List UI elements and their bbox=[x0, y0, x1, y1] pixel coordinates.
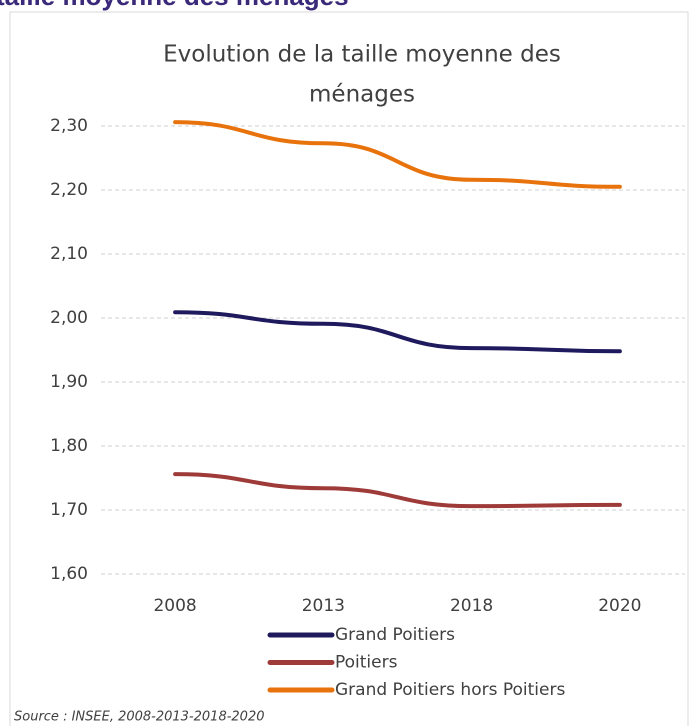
series-line bbox=[173, 120, 622, 189]
chart-title: ménages bbox=[309, 82, 415, 108]
x-tick-label: 2018 bbox=[450, 596, 493, 616]
y-tick-label: 2,30 bbox=[50, 116, 88, 136]
series-line bbox=[173, 310, 622, 354]
legend-label: Grand Poitiers hors Poitiers bbox=[335, 680, 565, 700]
source: Source : INSEE, 2008-2013-2018-2020 bbox=[14, 710, 265, 725]
y-tick-label: 2,20 bbox=[50, 180, 88, 200]
heading: taille moyenne des ménages bbox=[0, 0, 349, 11]
chart-title: Evolution de la taille moyenne des bbox=[163, 42, 561, 68]
y-tick-label: 1,80 bbox=[50, 436, 88, 456]
legend-label: Grand Poitiers bbox=[335, 625, 455, 645]
legend-label: Poitiers bbox=[335, 653, 398, 673]
chart-border bbox=[9, 11, 689, 726]
x-tick-label: 2020 bbox=[598, 596, 641, 616]
series-line bbox=[173, 472, 622, 509]
y-tick-label: 2,10 bbox=[50, 244, 88, 264]
x-tick-label: 2008 bbox=[153, 596, 196, 616]
x-tick-label: 2013 bbox=[302, 596, 345, 616]
y-tick-label: 2,00 bbox=[50, 308, 88, 328]
y-tick-label: 1,90 bbox=[50, 372, 88, 392]
y-tick-label: 1,60 bbox=[50, 564, 88, 584]
y-tick-label: 1,70 bbox=[50, 500, 88, 520]
